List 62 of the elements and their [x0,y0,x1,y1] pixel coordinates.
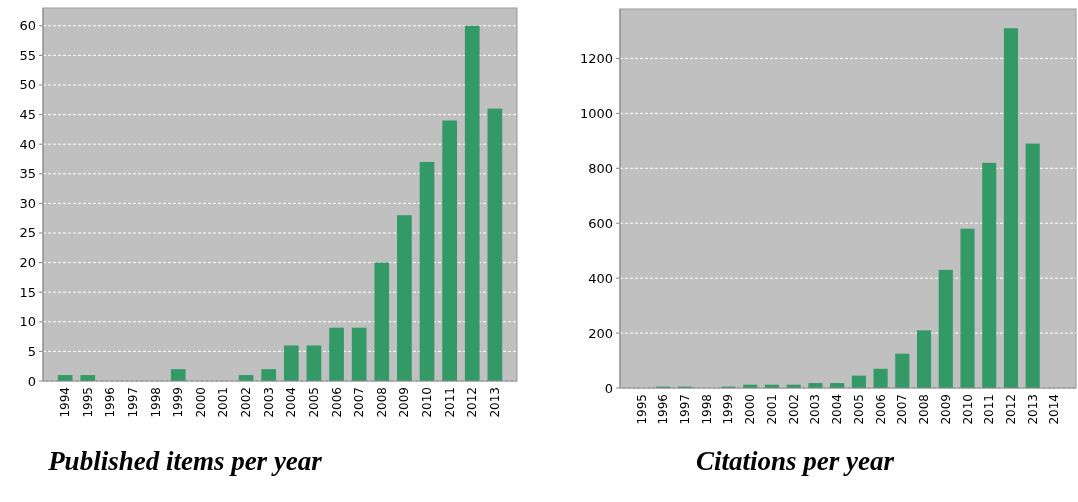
y-tick-label: 1200 [579,50,613,66]
x-tick-label: 2003 [261,387,276,418]
y-tick-label: 1000 [579,105,613,121]
x-tick-label: 2014 [1047,394,1062,425]
x-tick-label: 2009 [938,394,953,425]
y-tick-label: 800 [588,160,613,176]
x-tick-label: 2004 [284,387,299,418]
x-tick-label: 2001 [216,387,231,418]
x-tick-label: 2002 [786,394,801,425]
x-tick-label: 1998 [699,394,714,425]
x-tick-label: 1999 [171,387,186,418]
x-tick-label: 1996 [656,394,671,425]
x-tick-label: 2010 [960,394,975,425]
y-tick-label: 0 [27,373,36,389]
x-tick-label: 2012 [1003,394,1018,425]
x-tick-label: 2013 [1025,394,1040,425]
x-tick-label: 2010 [420,387,435,418]
x-tick-label: 2006 [873,394,888,425]
text: Citations per year [695,446,895,476]
x-tick-label: 1995 [80,387,95,418]
y-tick-label: 400 [588,270,613,286]
y-tick-label: 55 [19,47,36,63]
x-tick-label: 2006 [329,387,344,418]
y-tick-label: 35 [19,166,36,182]
y-tick-label: 45 [19,107,36,123]
x-tick-label: 1999 [721,394,736,425]
text: Published items per year [47,446,323,476]
x-tick-label: 2008 [374,387,389,418]
x-tick-label: 2009 [397,387,412,418]
x-tick-label: 2003 [808,394,823,425]
x-tick-label: 2005 [306,387,321,418]
x-tick-label: 2007 [352,387,367,418]
x-tick-label: 2007 [895,394,910,425]
x-tick-label: 1998 [148,387,163,418]
x-tick-label: 2000 [743,394,758,425]
y-tick-label: 10 [19,314,36,330]
y-tick-label: 200 [588,325,613,341]
x-tick-label: 2001 [764,394,779,425]
x-tick-label: 2008 [917,394,932,425]
y-tick-label: 50 [19,77,36,93]
y-tick-label: 30 [19,195,36,211]
x-tick-label: 2000 [193,387,208,418]
x-tick-label: 2004 [830,394,845,425]
y-tick-label: 0 [604,380,613,396]
y-tick-label: 15 [19,284,36,300]
y-tick-label: 40 [19,136,36,152]
y-tick-label: 25 [19,225,36,241]
x-tick-label: 2005 [851,394,866,425]
x-tick-label: 1994 [58,387,73,418]
y-tick-label: 60 [19,18,36,34]
x-tick-label: 1997 [678,394,693,425]
y-tick-label: 20 [19,255,36,271]
y-tick-label: 600 [588,215,613,231]
x-tick-label: 2012 [465,387,480,418]
x-tick-label: 1997 [125,387,140,418]
x-tick-label: 2011 [982,394,997,425]
y-tick-label: 5 [27,343,36,359]
x-tick-label: 2002 [239,387,254,418]
x-tick-label: 1996 [103,387,118,418]
x-tick-label: 2011 [442,387,457,418]
x-tick-label: 1995 [634,394,649,425]
x-tick-label: 2013 [487,387,502,418]
